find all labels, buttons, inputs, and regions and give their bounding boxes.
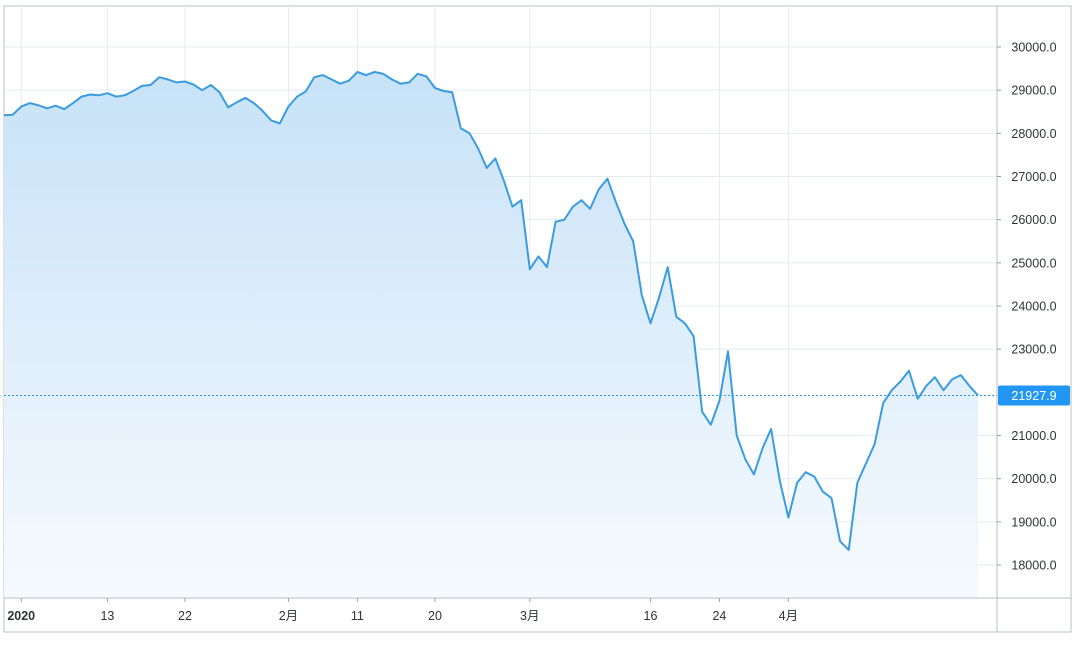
x-tick-label: 4月: [779, 609, 798, 623]
x-tick-label: 16: [644, 609, 658, 623]
y-tick-label: 20000.0: [1011, 472, 1056, 486]
x-tick-label: 3月: [520, 609, 539, 623]
series-line: [3, 71, 979, 551]
y-tick-label: 29000.0: [1011, 84, 1056, 98]
x-tick-label: 2月: [279, 609, 298, 623]
x-tick-label: 24: [712, 609, 726, 623]
last-price-tag-label: 21927.9: [1011, 389, 1056, 403]
y-tick-label: 25000.0: [1011, 256, 1056, 270]
last-price-tag-bg: [998, 385, 1070, 406]
y-tick-label: 26000.0: [1011, 213, 1056, 227]
x-tick-label: 22: [178, 609, 192, 623]
x-tick-label: 2020: [7, 609, 35, 623]
y-tick-label: 18000.0: [1011, 559, 1056, 573]
x-tick-label: 20: [428, 609, 442, 623]
y-tick-label: 27000.0: [1011, 170, 1056, 184]
last-price-tag: 21927.9: [998, 385, 1070, 406]
y-tick-label: 24000.0: [1011, 300, 1056, 314]
time-axis: 2020 13 22 2月 11 20 3月 16 24 4月: [7, 598, 798, 623]
x-tick-label: 11: [351, 609, 364, 623]
x-tick-label: 13: [100, 609, 114, 623]
y-tick-label: 19000.0: [1011, 515, 1056, 529]
price-axis: 30000.0 29000.0 28000.0 27000.0 26000.0 25000…: [997, 41, 1057, 573]
series-area-fill: [4, 72, 978, 598]
y-tick-label: 30000.0: [1011, 41, 1056, 55]
y-tick-label: 21000.0: [1011, 429, 1056, 443]
y-tick-label: 23000.0: [1011, 343, 1056, 357]
y-tick-label: 28000.0: [1011, 127, 1056, 141]
